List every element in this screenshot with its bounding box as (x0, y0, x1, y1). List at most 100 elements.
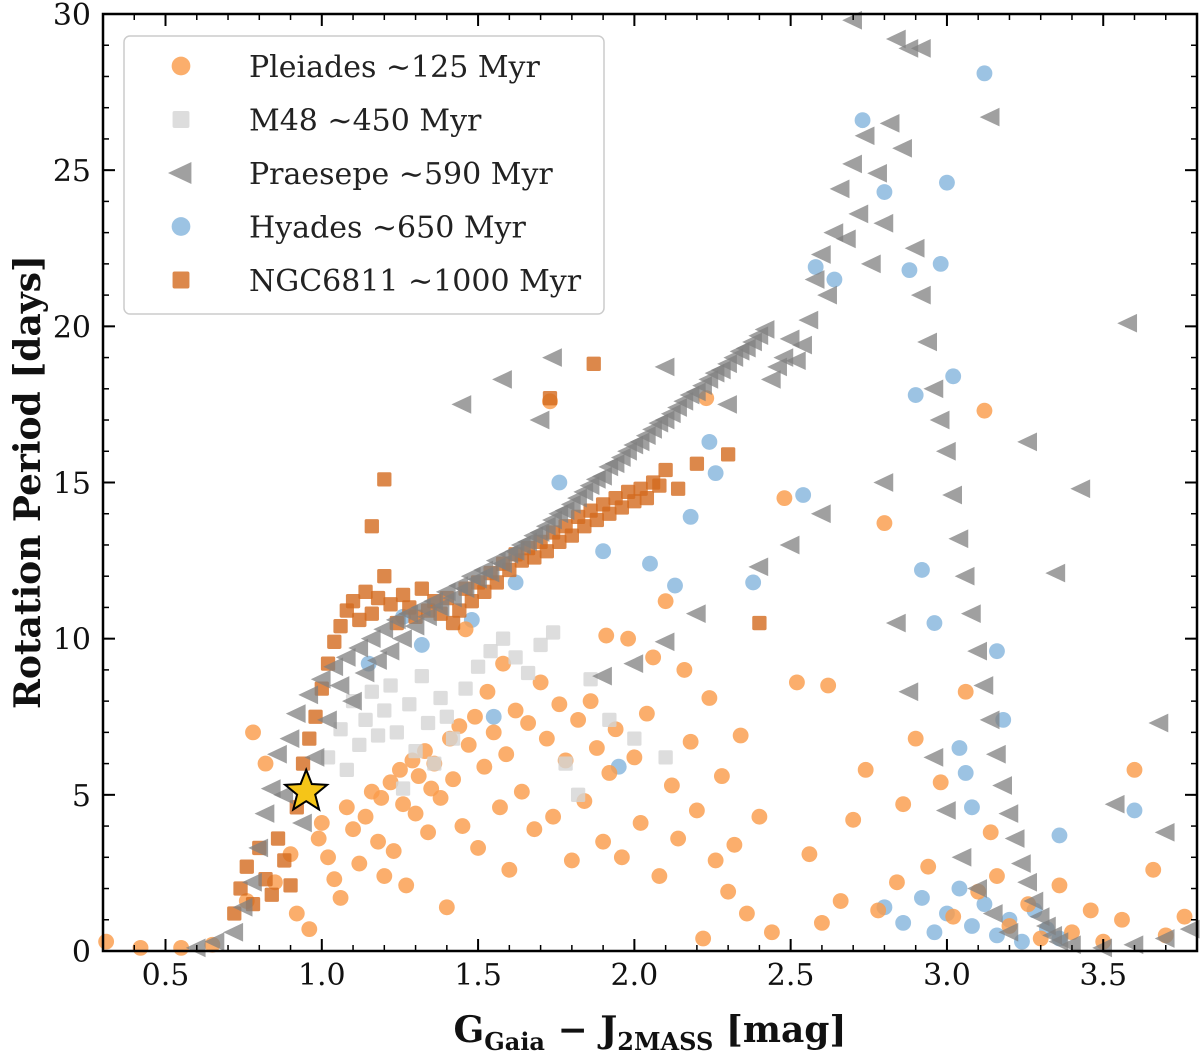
data-point (982, 904, 1003, 923)
data-point (370, 833, 386, 850)
data-point (288, 905, 305, 922)
legend-marker (172, 271, 190, 289)
data-point (392, 629, 412, 649)
data-point (670, 481, 686, 496)
data-point (239, 859, 254, 874)
data-point (1104, 794, 1125, 814)
data-point (301, 921, 318, 938)
data-point (804, 270, 825, 289)
x-axis-title: GGaia − J2MASS [mag] (454, 1009, 847, 1053)
data-point (810, 245, 831, 264)
data-point (695, 930, 712, 947)
data-point (283, 878, 298, 893)
data-point (929, 410, 950, 430)
data-point (520, 665, 536, 681)
data-point (204, 932, 225, 951)
series-1 (320, 625, 673, 802)
data-point (951, 740, 968, 756)
data-point (979, 107, 1000, 127)
data-point (867, 163, 887, 183)
data-point (889, 874, 905, 891)
data-point (360, 629, 381, 649)
data-point (602, 712, 617, 728)
data-point (485, 724, 502, 741)
data-point (227, 906, 242, 921)
data-point (985, 744, 1006, 764)
data-point (1035, 916, 1056, 936)
data-point (542, 391, 558, 406)
data-point (810, 504, 831, 524)
data-point (826, 271, 843, 288)
data-point (654, 357, 675, 377)
data-point (277, 853, 292, 868)
data-point (373, 619, 394, 639)
legend-marker (168, 161, 192, 185)
data-point (1017, 872, 1038, 892)
data-point (627, 494, 642, 509)
data-point (823, 223, 844, 242)
data-point (967, 641, 987, 661)
data-point (964, 799, 980, 816)
data-point (248, 838, 269, 858)
data-point (498, 746, 515, 763)
legend-label: M48 ∼450 Myr (249, 104, 482, 139)
data-point (926, 615, 943, 631)
data-point (538, 730, 555, 747)
data-point (1179, 919, 1200, 939)
legend-label: Pleiades ∼125 Myr (249, 50, 541, 85)
data-point (352, 612, 367, 628)
data-point (932, 774, 949, 791)
data-point (907, 730, 924, 747)
data-point (551, 696, 568, 713)
data-point (427, 756, 442, 771)
legend: Pleiades ∼125 Myr M48 ∼450 Myr Praesepe ∼5… (123, 35, 605, 315)
data-point (954, 566, 975, 586)
highlight-star (282, 766, 330, 812)
data-point (651, 868, 668, 884)
data-point (923, 379, 944, 399)
data-point (470, 840, 487, 856)
data-point (364, 519, 379, 534)
data-point (98, 933, 115, 950)
data-point (613, 849, 630, 866)
data-point (339, 762, 354, 777)
data-point (242, 872, 262, 892)
data-point (845, 811, 862, 828)
data-point (682, 733, 699, 750)
data-point (1023, 891, 1044, 911)
data-point (989, 927, 1005, 944)
data-point (860, 254, 881, 274)
x-tick-label: 2.0 (611, 958, 659, 993)
data-point (1045, 563, 1066, 583)
data-point (589, 512, 605, 528)
data-point (377, 472, 392, 487)
x-tick-label: 0.5 (142, 958, 190, 993)
data-point (876, 515, 893, 532)
data-point (476, 758, 493, 775)
data-point (457, 621, 474, 638)
data-point (264, 887, 279, 902)
data-point (976, 402, 993, 419)
legend-entry: M48 ∼450 Myr (172, 104, 482, 139)
y-tick-label: 25 (53, 154, 91, 189)
data-point (948, 529, 969, 549)
data-point (645, 649, 662, 666)
data-point (392, 761, 408, 778)
data-point (776, 490, 793, 507)
x-tick-label: 1.0 (298, 958, 346, 993)
data-point (454, 818, 471, 834)
data-point (901, 262, 918, 279)
data-point (923, 748, 944, 767)
data-point (333, 722, 348, 737)
data-point (558, 756, 573, 771)
data-point (732, 727, 749, 744)
data-point (707, 852, 724, 869)
data-point (992, 776, 1013, 795)
data-point (663, 777, 680, 794)
data-point (451, 718, 468, 735)
data-point (935, 441, 956, 461)
data-point (873, 473, 894, 492)
data-point (676, 661, 693, 678)
data-point (1154, 822, 1175, 842)
legend-box (123, 35, 605, 315)
